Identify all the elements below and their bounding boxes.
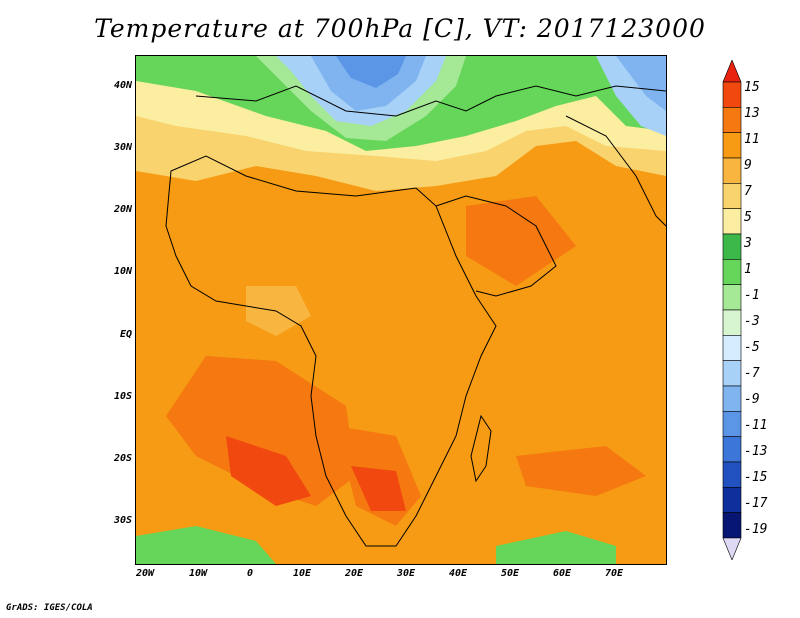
colorbar-label-m13: -13 [744,444,768,459]
field-w-africa [246,286,311,336]
colorbar-bottom-cap [722,537,742,560]
colorbar-segment [722,309,742,336]
field-hot-sa [351,466,406,511]
lat-tick-20s: 20S [113,453,132,464]
field-sw-green [136,526,276,564]
asia-coastline [565,115,666,227]
grads-credit: GrADS: IGES/COLA [6,603,93,613]
field-ne-darker [616,56,666,111]
colorbar-segment [722,259,742,285]
colorbar-segment [722,411,742,437]
colorbar-label-m1: -1 [744,288,760,303]
field-se-green [496,531,616,564]
colorbar-segment [722,157,742,184]
lat-tick-20n: 20N [113,204,132,215]
colorbar-label-9: 9 [744,158,752,173]
colorbar-label-m15: -15 [744,470,768,485]
colorbar-label-m17: -17 [744,496,768,511]
lat-tick-eq: EQ [119,329,132,340]
field-warm-arabia [466,196,576,286]
colorbar-segment [722,436,742,463]
colorbar-label-7: 7 [744,184,752,199]
lon-tick-30e: 30E [396,568,416,579]
lon-tick-40e: 40E [448,568,468,579]
colorbar-segment [722,81,742,108]
lon-tick-20e: 20E [344,568,364,579]
colorbar-label-m19: -19 [744,522,768,537]
chart-title: Temperature at 700hPa [C], VT: 201712300… [94,14,706,43]
lon-tick-0: 0 [246,568,254,579]
colorbar-label-5: 5 [744,210,752,225]
colorbar-top-cap [722,60,742,83]
colorbar-segment [722,107,742,133]
colorbar-segment [722,360,742,387]
colorbar-segment [722,284,742,311]
lon-tick-70e: 70E [604,568,624,579]
lat-tick-10n: 10N [113,266,132,277]
africa-coastline [165,155,497,547]
lat-tick-40n: 40N [113,80,132,91]
colorbar-label-11: 11 [744,132,760,147]
colorbar-segment [722,183,742,209]
colorbar-segment [722,132,742,159]
colorbar-segment [722,487,742,513]
lon-tick-10w: 10W [188,568,208,579]
colorbar-label-m5: -5 [744,340,760,355]
lat-tick-10s: 10S [113,391,132,402]
lat-tick-30n: 30N [113,142,132,153]
lon-tick-50e: 50E [500,568,520,579]
colorbar-label-m3: -3 [744,314,760,329]
colorbar-segment [722,512,742,539]
madagascar-coastline [470,414,492,483]
mediterranean-coastline [195,85,666,117]
field-warm-sw [166,356,356,506]
colorbar-label-1: 1 [744,262,752,277]
colorbar-label-m9: -9 [744,392,760,407]
colorbar-segment [722,335,742,361]
field-warm-indian [516,446,646,496]
lat-tick-30s: 30S [113,515,132,526]
lon-tick-60e: 60E [552,568,572,579]
colorbar-label-m7: -7 [744,366,760,381]
temperature-map [136,56,666,564]
colorbar [722,60,742,560]
colorbar-label-m11: -11 [744,418,768,433]
lon-tick-20w: 20W [135,568,155,579]
arabia-coastline [435,195,557,297]
colorbar-segment [722,208,742,235]
colorbar-label-13: 13 [744,106,760,121]
field-cold-core [336,56,406,88]
colorbar-label-3: 3 [744,236,752,251]
colorbar-segment [722,461,742,488]
colorbar-label-15: 15 [744,80,760,95]
field-hot-sw [226,436,311,506]
colorbar-segment [722,233,742,260]
lon-tick-10e: 10E [292,568,312,579]
colorbar-segment [722,385,742,412]
map-plot-area [135,55,667,565]
